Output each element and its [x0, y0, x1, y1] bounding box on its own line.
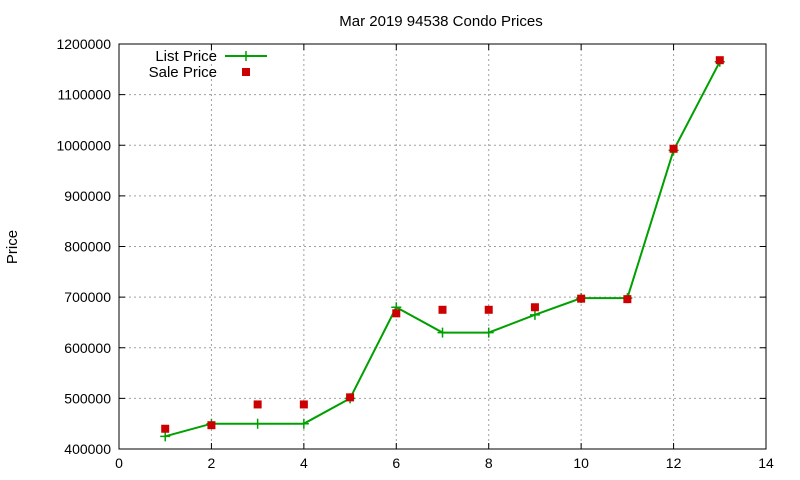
x-tick-label: 6	[392, 455, 400, 471]
y-tick-labels: 400000 500000 600000 700000 800000 900000 1000…	[56, 36, 111, 457]
chart-title: Mar 2019 94538 Condo Prices	[339, 13, 542, 30]
series-1	[161, 56, 724, 433]
data-point-square	[669, 144, 678, 153]
series-line	[164, 61, 721, 438]
data-point-square	[161, 424, 170, 433]
y-tick-label: 700000	[64, 289, 111, 305]
grid	[119, 44, 766, 449]
data-point-square	[715, 56, 724, 65]
x-tick-labels: 0 2 4 6 8 10 12 14	[115, 455, 774, 471]
data-point-plus	[529, 309, 540, 320]
y-tick-label: 400000	[64, 441, 111, 457]
y-tick-label: 500000	[64, 390, 111, 406]
data-point-square	[207, 421, 216, 430]
y-tick-label: 1200000	[56, 36, 111, 52]
x-tick-label: 12	[666, 455, 682, 471]
series	[160, 56, 725, 442]
data-point-plus	[298, 418, 309, 429]
y-tick-label: 600000	[64, 340, 111, 356]
x-tick-label: 10	[573, 455, 589, 471]
x-tick-label: 8	[485, 455, 493, 471]
data-point-square	[392, 309, 401, 318]
data-point-square	[253, 400, 262, 409]
legend-label: List Price	[155, 48, 217, 65]
data-point-plus	[160, 431, 171, 442]
data-point-square	[530, 303, 539, 312]
data-point-square	[346, 393, 355, 402]
axis-ticks	[118, 43, 767, 450]
x-tick-label: 14	[758, 455, 774, 471]
data-point-square	[577, 294, 586, 303]
legend-square-swatch	[242, 68, 250, 76]
data-point-square	[623, 295, 632, 304]
y-tick-label: 1100000	[58, 87, 112, 103]
data-point-plus	[483, 327, 494, 338]
data-point-plus	[252, 418, 263, 429]
y-tick-label: 1000000	[56, 137, 111, 153]
y-axis-label: Price	[4, 230, 21, 264]
data-point-plus	[437, 327, 448, 338]
x-tick-label: 0	[115, 455, 123, 471]
x-tick-label: 2	[208, 455, 216, 471]
data-point-square	[438, 305, 447, 314]
plot-frame	[118, 43, 767, 450]
data-point-square	[484, 305, 493, 314]
data-point-square	[299, 400, 308, 409]
legend-plus-swatch	[241, 51, 251, 61]
y-tick-label: 900000	[64, 188, 111, 204]
y-tick-label: 800000	[64, 239, 111, 255]
legend-label: Sale Price	[149, 64, 217, 81]
x-tick-label: 4	[300, 455, 308, 471]
series-0	[160, 56, 725, 442]
